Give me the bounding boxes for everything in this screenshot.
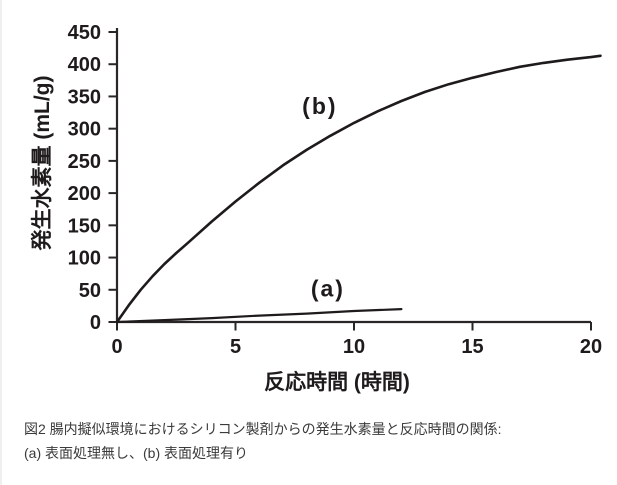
y-tick-label: 150	[68, 215, 101, 237]
y-tick-label: 200	[68, 183, 101, 205]
x-tick-label: 0	[111, 336, 122, 358]
x-tick-label: 5	[230, 336, 241, 358]
caption-line-1: 図2 腸内擬似環境におけるシリコン製剤からの発生水素量と反応時間の関係:	[24, 421, 502, 437]
figure-caption: 図2 腸内擬似環境におけるシリコン製剤からの発生水素量と反応時間の関係: (a)…	[24, 417, 606, 465]
hydrogen-generation-chart: 0 50 100 150 200 250 300 350 400 450 0 5 10 15 20 (b) (a…	[68, 22, 603, 358]
x-tick-label: 20	[580, 336, 602, 358]
curve-a	[115, 308, 403, 324]
x-tick-label: 10	[343, 336, 365, 358]
x-axis-title: 反応時間 (時間)	[264, 371, 410, 394]
y-tick-label: 300	[68, 119, 101, 141]
x-tick-label: 15	[461, 336, 483, 358]
y-tick-label: 0	[90, 312, 101, 334]
y-tick-label: 250	[68, 151, 101, 173]
caption-line-2: (a) 表面処理無し、(b) 表面処理有り	[24, 445, 248, 461]
y-tick-label: 350	[68, 86, 101, 108]
y-tick-label: 450	[68, 22, 101, 44]
series-label-b: (b)	[302, 93, 337, 119]
series-label-a: (a)	[311, 275, 345, 301]
y-tick-label: 100	[68, 248, 101, 270]
y-axis-title: 発生水素量 (mL/g)	[31, 75, 54, 251]
y-tick-label: 400	[68, 54, 101, 76]
curve-b	[115, 54, 602, 324]
y-tick-label: 50	[79, 280, 101, 302]
axes	[115, 28, 591, 324]
